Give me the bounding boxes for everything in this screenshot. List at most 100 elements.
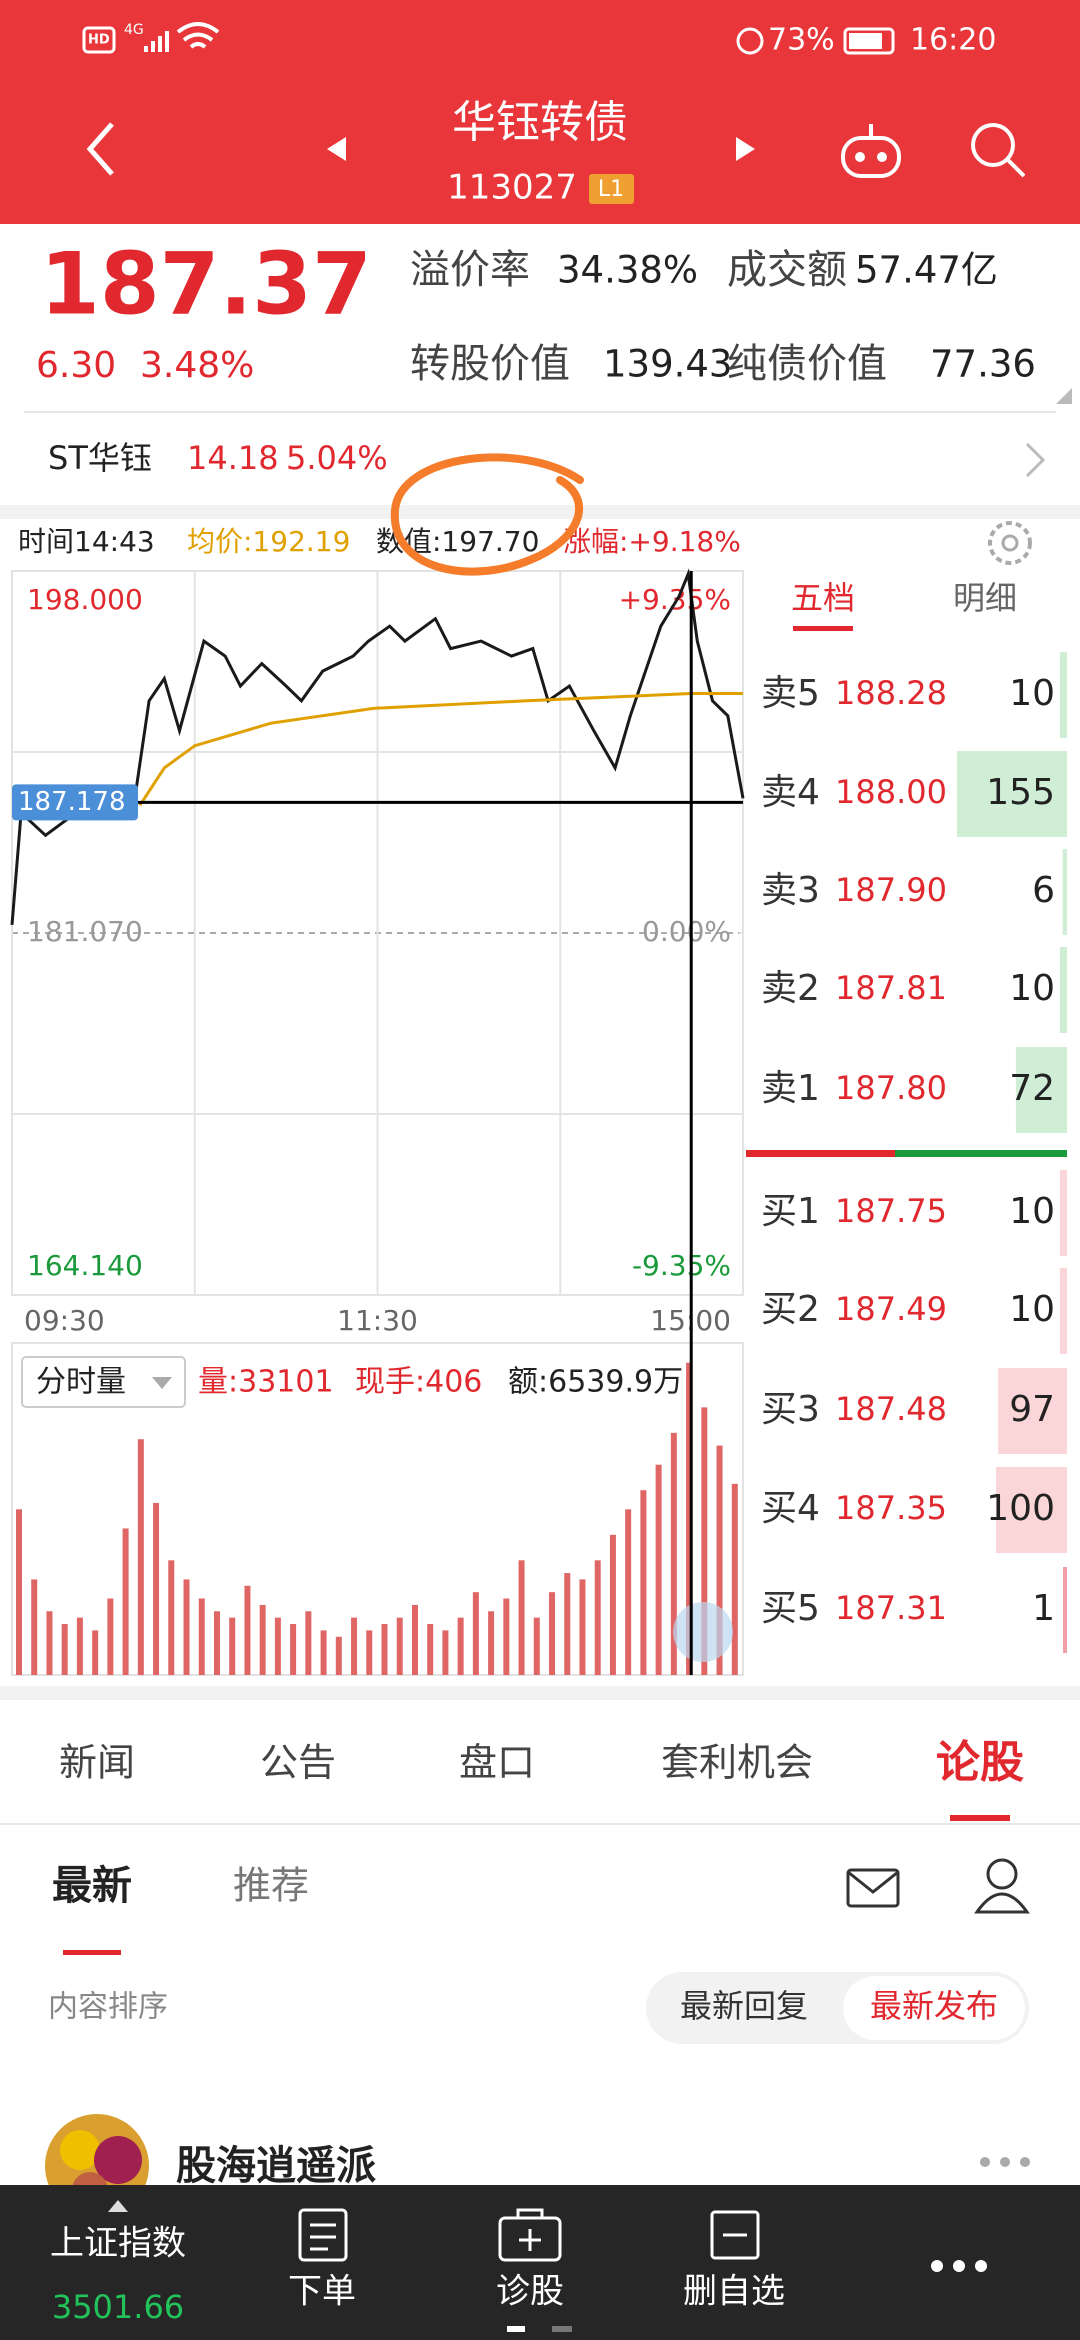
tab[interactable]: 公告: [260, 1741, 336, 1785]
settings-button[interactable]: [988, 521, 1032, 565]
book-price: 187.35: [835, 1489, 947, 1527]
y-tick-label: 164.140: [27, 1249, 143, 1282]
y2-tick-label: +9.35%: [619, 583, 731, 616]
nav-item[interactable]: 诊股: [496, 2272, 564, 2312]
price-plot: 164.140 181.070 198.000 -9.35% 0.00% +9.35% 09…: [10, 568, 745, 1337]
index-name[interactable]: 上证指数: [50, 2224, 186, 2264]
stock-link[interactable]: [1025, 442, 1046, 478]
index-value: 3501.66: [52, 2288, 184, 2326]
volume-bar: [1015, 1047, 1067, 1133]
bond-code: 113027: [447, 168, 577, 208]
nav-more[interactable]: [931, 2260, 987, 2272]
last-price: 187.37: [40, 234, 372, 334]
volume-bar: [1059, 1170, 1067, 1256]
book-level: 卖3: [761, 870, 820, 911]
tab[interactable]: 论股: [936, 1737, 1024, 1788]
header-title: 华钰转债: [452, 97, 628, 148]
order-book: 卖5 188.28 10 卖4 188.00 155 卖3 187.90 6 卖2 187.81 10…: [761, 652, 1067, 1653]
level-badge: [589, 174, 634, 204]
book-tab-indicator: [793, 626, 853, 631]
volume-bar: [351, 1617, 358, 1675]
metric-label: 成交额: [727, 247, 847, 293]
volume-bar: [335, 1636, 342, 1675]
x-tick-label: 11:30: [337, 1304, 418, 1337]
volume-bar: [670, 1432, 677, 1675]
index-arrow: [108, 2200, 128, 2212]
metric-value: 34.38%: [557, 249, 698, 292]
volume-bar: [1062, 849, 1067, 935]
book-divider-green: [895, 1150, 1067, 1157]
volume-bar: [31, 1579, 38, 1675]
next-button[interactable]: [736, 137, 755, 161]
volume-bar: [518, 1560, 525, 1675]
book-volume: 155: [986, 772, 1055, 813]
tab[interactable]: 盘口: [459, 1741, 535, 1785]
separator: [0, 505, 1080, 519]
book-volume: 10: [1009, 968, 1055, 1009]
volume-bar: [183, 1579, 190, 1675]
book-level: 买3: [761, 1389, 820, 1430]
book-price: 187.90: [835, 871, 947, 909]
sub-tab-indicator: [63, 1950, 121, 1955]
volume-bar: [290, 1624, 297, 1675]
volume-bar: [122, 1528, 129, 1675]
profile-button[interactable]: [974, 1858, 1030, 1914]
robot-button[interactable]: [841, 124, 901, 178]
book-level: 买5: [761, 1588, 820, 1629]
alarm-icon: [736, 27, 764, 55]
book-level: 卖5: [761, 673, 820, 714]
volume-bar: [503, 1598, 510, 1675]
volume-bar: [655, 1464, 662, 1675]
fullscreen-button[interactable]: [673, 1602, 733, 1662]
book-level: 买2: [761, 1289, 820, 1330]
back-button[interactable]: [86, 122, 114, 176]
volume-bar: [16, 1509, 22, 1675]
volume-bar: [305, 1611, 312, 1675]
message-button[interactable]: [846, 1868, 900, 1908]
book-level: 买4: [761, 1488, 820, 1529]
tab[interactable]: 新闻: [59, 1741, 135, 1785]
dropdown-arrow: [152, 1377, 172, 1389]
nav-item[interactable]: 删自选: [683, 2272, 785, 2312]
book-tab[interactable]: 明细: [953, 579, 1017, 617]
tab[interactable]: 套利机会: [661, 1741, 813, 1785]
volume-bar: [533, 1617, 540, 1675]
volume-bar: [998, 1368, 1067, 1454]
price-line: [138, 692, 743, 807]
volume-bar: [229, 1617, 236, 1675]
book-volume: 97: [1009, 1389, 1055, 1430]
volume-bar: [411, 1604, 418, 1675]
book-price: 187.31: [835, 1589, 947, 1627]
wifi-icon: [176, 22, 220, 49]
sort-option[interactable]: 最新回复: [680, 1987, 808, 2025]
search-button[interactable]: [971, 123, 1026, 178]
volume-bar: [137, 1439, 144, 1675]
prev-button[interactable]: [327, 137, 346, 161]
volume-bar: [198, 1598, 205, 1675]
info-change: 涨幅:+9.18%: [563, 525, 741, 558]
more-button[interactable]: [980, 2157, 1030, 2167]
metric-label: 纯债价值: [727, 341, 887, 387]
book-volume: 10: [1009, 673, 1055, 714]
volume-bar: [46, 1611, 53, 1675]
sort-option[interactable]: 最新发布: [870, 1987, 998, 2025]
clock: 16:20: [910, 23, 996, 58]
book-volume: 72: [1009, 1068, 1055, 1109]
battery-fill: [849, 33, 882, 49]
nav-item[interactable]: 下单: [288, 2272, 356, 2312]
crosshair-label: 187.178: [18, 787, 126, 817]
volume-bar: [320, 1630, 327, 1675]
tab-indicator: [950, 1815, 1010, 1821]
volume-selector[interactable]: [21, 1356, 186, 1408]
volume-bar: [213, 1611, 220, 1675]
sub-tab[interactable]: 推荐: [233, 1864, 309, 1908]
sort-active: [843, 1976, 1025, 2040]
book-tab[interactable]: 五档: [791, 579, 855, 617]
network: 4G: [124, 22, 144, 38]
metric-label: 溢价率: [410, 247, 530, 293]
expand-corner[interactable]: [1056, 388, 1072, 404]
book-volume: 10: [1009, 1191, 1055, 1232]
sub-tab[interactable]: 最新: [52, 1863, 132, 1909]
volume-info: 额:6539.9万: [508, 1365, 683, 1400]
